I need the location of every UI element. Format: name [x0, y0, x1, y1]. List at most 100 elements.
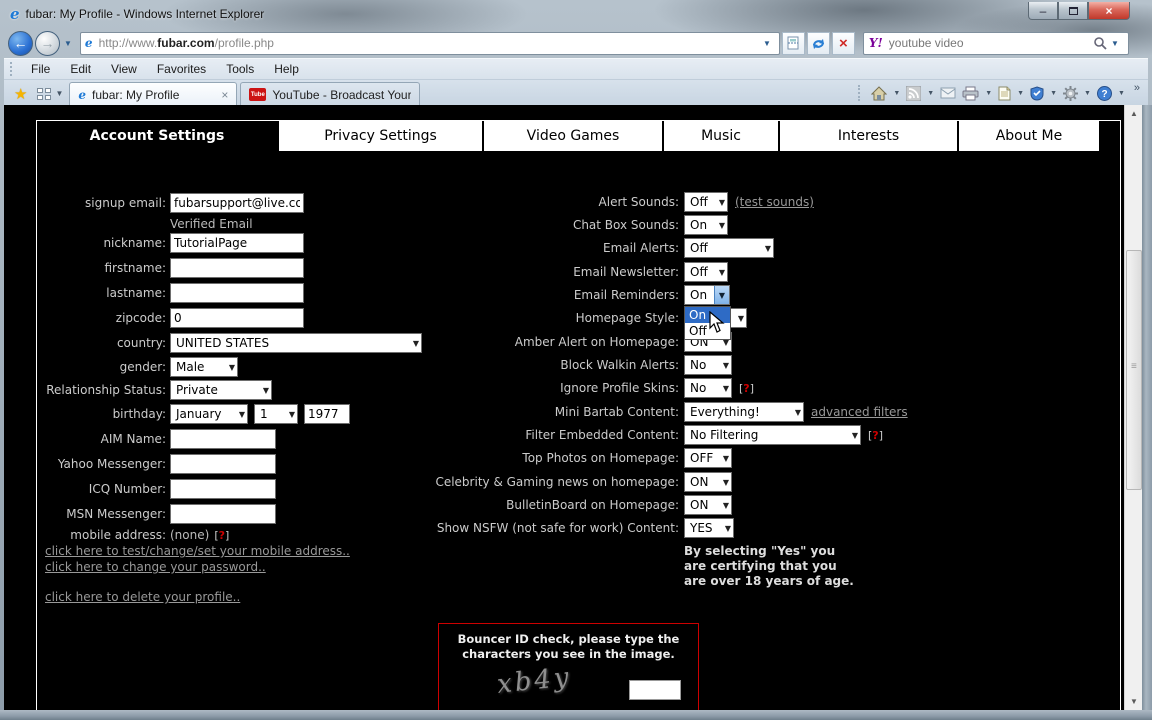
- url-dropdown[interactable]: ▼: [763, 38, 771, 48]
- print-dropdown[interactable]: ▼: [985, 89, 993, 97]
- safety-button[interactable]: [1030, 85, 1044, 101]
- alert-sounds-select[interactable]: Off ▼: [684, 192, 728, 212]
- print-button[interactable]: [962, 86, 979, 101]
- email-newsletter-select[interactable]: Off ▼: [684, 262, 728, 282]
- mobile-help-icon[interactable]: [?]: [214, 528, 230, 542]
- zipcode-field[interactable]: [170, 308, 304, 328]
- rss-icon: [906, 85, 922, 101]
- firstname-field[interactable]: [170, 258, 304, 278]
- dropdown-option-off[interactable]: Off: [689, 324, 707, 338]
- search-dropdown[interactable]: ▼: [1111, 38, 1119, 48]
- search-input[interactable]: [888, 36, 1089, 50]
- test-sounds-link[interactable]: (test sounds): [735, 195, 814, 209]
- captcha-input[interactable]: [629, 680, 681, 700]
- more-toolbar-chevron[interactable]: »: [1133, 82, 1140, 94]
- chat-box-sounds-select[interactable]: On ▼: [684, 215, 728, 235]
- delete-profile-link[interactable]: click here to delete your profile..: [45, 590, 241, 604]
- help-dropdown[interactable]: ▼: [1117, 89, 1125, 97]
- close-button[interactable]: ×: [1088, 2, 1130, 20]
- toolbar-grip[interactable]: [10, 62, 13, 76]
- history-dropdown[interactable]: ▼: [64, 38, 72, 48]
- celebrity-news-select[interactable]: ON ▼: [684, 472, 732, 492]
- stop-button[interactable]: ×: [831, 31, 855, 55]
- page-icon: [998, 86, 1011, 100]
- home-dropdown[interactable]: ▼: [893, 89, 901, 97]
- filter-help-icon[interactable]: [?]: [868, 428, 883, 442]
- tab-fubar-profile[interactable]: e fubar: My Profile ×: [69, 82, 238, 106]
- email-alerts-select[interactable]: Off ▼: [684, 238, 774, 258]
- chevron-down-icon[interactable]: ▼: [714, 286, 729, 304]
- nsfw-select[interactable]: YES ▼: [684, 518, 734, 538]
- back-button[interactable]: ←: [8, 30, 33, 56]
- home-button[interactable]: [871, 85, 888, 101]
- skins-help-icon[interactable]: [?]: [739, 381, 754, 395]
- safety-dropdown[interactable]: ▼: [1050, 89, 1057, 97]
- feeds-dropdown[interactable]: ▼: [927, 89, 935, 97]
- help-button[interactable]: ?: [1096, 85, 1112, 101]
- menu-help[interactable]: Help: [274, 62, 299, 76]
- quick-tabs-dropdown[interactable]: ▼: [55, 89, 64, 98]
- url-field[interactable]: e http://www.fubar.com/profile.php ▼: [79, 31, 780, 55]
- chevron-down-icon: ▼: [722, 500, 729, 510]
- mobile-address-link[interactable]: click here to test/change/set your mobil…: [45, 544, 350, 558]
- tab-close-icon[interactable]: ×: [221, 87, 229, 102]
- tab-music[interactable]: Music: [664, 121, 778, 151]
- bulletinboard-select[interactable]: ON ▼: [684, 495, 732, 515]
- nickname-label: nickname:: [103, 236, 166, 250]
- chevron-down-icon: ▼: [722, 383, 729, 393]
- tab-video-games[interactable]: Video Games: [484, 121, 662, 151]
- relationship-status-select[interactable]: Private ▼: [170, 380, 272, 400]
- scrollbar-thumb[interactable]: [1126, 250, 1142, 490]
- maximize-button[interactable]: [1058, 2, 1088, 20]
- scroll-down-button[interactable]: ▼: [1126, 693, 1142, 710]
- scroll-up-button[interactable]: ▲: [1126, 105, 1142, 122]
- quick-tabs-icon[interactable]: [37, 88, 52, 100]
- tab-privacy-settings[interactable]: Privacy Settings: [279, 121, 482, 151]
- lastname-field[interactable]: [170, 283, 304, 303]
- block-walkin-alerts-select[interactable]: No ▼: [684, 355, 732, 375]
- nickname-field[interactable]: [170, 233, 304, 253]
- gender-select[interactable]: Male ▼: [170, 357, 238, 377]
- menu-tools[interactable]: Tools: [226, 62, 255, 76]
- yahoo-messenger-field[interactable]: [170, 454, 276, 474]
- feeds-button[interactable]: [906, 85, 922, 101]
- top-photos-select[interactable]: OFF ▼: [684, 448, 732, 468]
- tools-dropdown[interactable]: ▼: [1084, 89, 1091, 97]
- favorites-star-icon[interactable]: ★: [14, 86, 28, 103]
- tab-youtube[interactable]: Tube YouTube - Broadcast Your...: [240, 82, 421, 106]
- page-dropdown[interactable]: ▼: [1017, 89, 1025, 97]
- search-box[interactable]: Y! ▼: [862, 31, 1129, 55]
- tab-account-settings[interactable]: Account Settings: [37, 121, 277, 151]
- birthday-year-field[interactable]: [304, 404, 350, 424]
- signup-email-field[interactable]: [170, 193, 304, 213]
- msn-messenger-field[interactable]: [170, 504, 276, 524]
- tab-about-me[interactable]: About Me: [959, 121, 1099, 151]
- change-password-link[interactable]: click here to change your password..: [45, 560, 266, 574]
- menu-edit[interactable]: Edit: [70, 62, 92, 76]
- mini-bartab-select[interactable]: Everything! ▼: [684, 402, 804, 422]
- compatibility-button[interactable]: [781, 31, 805, 55]
- ignore-profile-skins-select[interactable]: No ▼: [684, 378, 732, 398]
- title-bar[interactable]: e fubar: My Profile - Windows Internet E…: [0, 0, 1152, 28]
- tab-interests[interactable]: Interests: [780, 121, 957, 151]
- birthday-day-select[interactable]: 1 ▼: [254, 404, 298, 424]
- command-bar-grip[interactable]: [858, 85, 861, 101]
- menu-file[interactable]: File: [31, 62, 51, 76]
- forward-button[interactable]: →: [35, 30, 60, 56]
- aim-name-field[interactable]: [170, 429, 276, 449]
- menu-view[interactable]: View: [111, 62, 137, 76]
- email-reminders-select[interactable]: On ▼: [684, 285, 730, 305]
- refresh-button[interactable]: [806, 31, 830, 55]
- advanced-filters-link[interactable]: advanced filters: [811, 405, 908, 419]
- page-button[interactable]: [998, 86, 1011, 101]
- minimize-button[interactable]: –: [1028, 2, 1058, 20]
- icq-number-field[interactable]: [170, 479, 276, 499]
- mail-button[interactable]: [940, 87, 956, 99]
- birthday-month-select[interactable]: January ▼: [170, 404, 248, 424]
- menu-favorites[interactable]: Favorites: [156, 62, 207, 76]
- page-scrollbar[interactable]: ▲ ▼: [1124, 105, 1142, 710]
- search-icon[interactable]: [1093, 36, 1107, 50]
- filter-embedded-select[interactable]: No Filtering ▼: [684, 425, 861, 445]
- tools-button[interactable]: [1063, 85, 1078, 101]
- country-select[interactable]: UNITED STATES ▼: [170, 333, 422, 353]
